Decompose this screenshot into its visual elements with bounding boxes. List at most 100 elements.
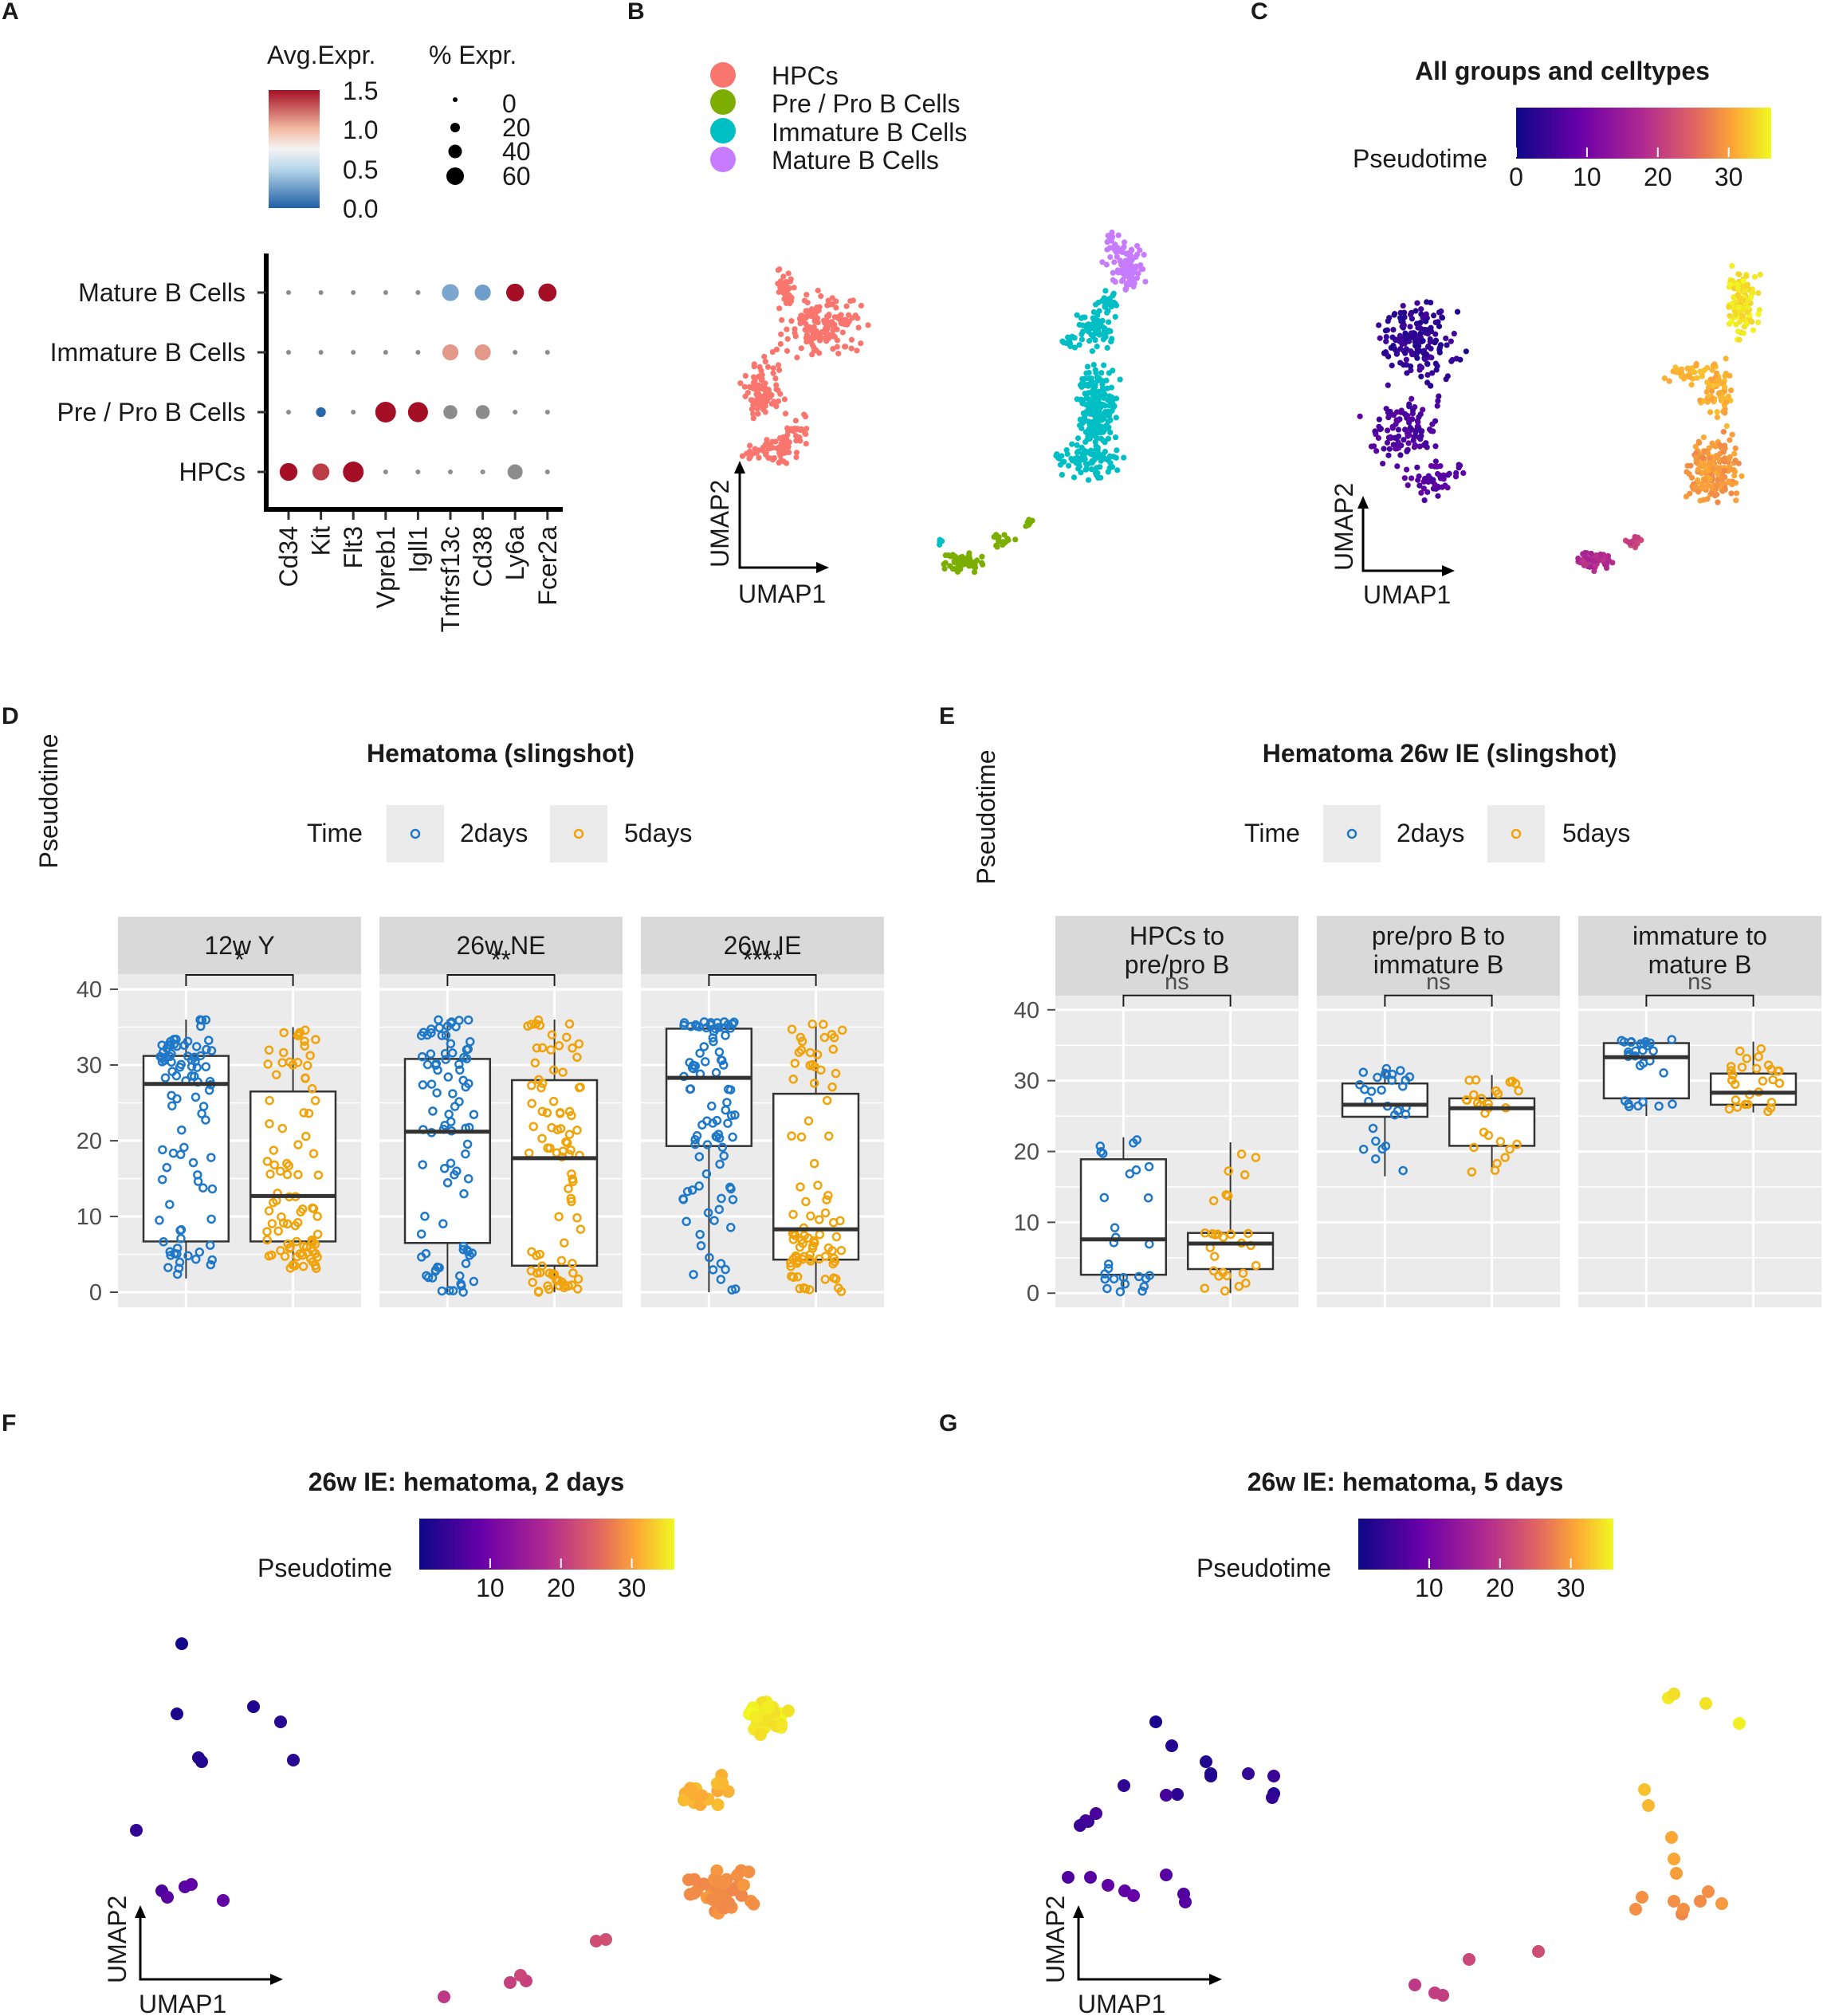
- cell-point: [1744, 305, 1751, 311]
- significance-label: ns: [1687, 969, 1712, 995]
- celltype-label: Pre / Pro B Cells: [57, 398, 246, 426]
- cell-point: [1704, 379, 1711, 386]
- cell-point: [1115, 269, 1122, 276]
- data-point: [573, 1274, 583, 1284]
- cell-point: [775, 267, 781, 273]
- data-point: [1398, 1165, 1408, 1176]
- cell-point: [798, 316, 804, 323]
- data-point: [1654, 1101, 1664, 1111]
- data-point: [311, 1035, 320, 1044]
- cell-point: [1594, 556, 1601, 562]
- cell-point: [794, 354, 800, 361]
- data-point: [441, 1031, 451, 1040]
- celltype-label: HPCs: [179, 458, 246, 486]
- data-point: [805, 1047, 815, 1058]
- y-axis-label: UMAP2: [1330, 483, 1358, 571]
- data-point: [566, 1193, 576, 1204]
- data-point: [1251, 1153, 1261, 1162]
- cell-point: [1670, 368, 1676, 375]
- cell-point: [1114, 467, 1121, 474]
- cell-point: [1409, 426, 1415, 433]
- cell-point: [1665, 1831, 1678, 1844]
- data-point: [1512, 1139, 1522, 1149]
- data-point: [716, 1275, 726, 1284]
- avg-expr-tick: 0.0: [343, 195, 378, 223]
- cell-point: [1737, 296, 1743, 302]
- cell-point: [1668, 1895, 1680, 1908]
- cell-point: [1444, 472, 1451, 478]
- cell-point: [1095, 320, 1102, 327]
- cell-point: [750, 411, 756, 417]
- facet-strip: [379, 917, 623, 974]
- cell-point: [776, 305, 783, 312]
- cell-point: [1089, 459, 1095, 466]
- data-point: [788, 1235, 799, 1244]
- cell-point: [783, 282, 789, 289]
- cell-point: [1267, 1770, 1280, 1782]
- cell-point: [1064, 451, 1071, 458]
- cell-point: [742, 372, 748, 379]
- data-point: [542, 1108, 552, 1118]
- cell-point: [1094, 412, 1100, 419]
- cell-point: [1701, 464, 1707, 470]
- cell-point: [1704, 450, 1711, 456]
- data-point: [572, 1284, 583, 1294]
- data-point: [207, 1255, 217, 1265]
- data-point: [528, 1122, 538, 1131]
- data-point: [710, 1024, 720, 1034]
- cell-point: [1436, 344, 1443, 351]
- cell-point: [826, 301, 832, 308]
- data-point: [543, 1143, 552, 1153]
- data-point: [530, 1058, 540, 1068]
- celltype-label: Immature B Cells: [50, 338, 246, 367]
- data-point: [1624, 1099, 1633, 1109]
- data-point: [172, 1244, 183, 1253]
- cell-point: [514, 1969, 527, 1982]
- data-point: [728, 1132, 737, 1142]
- colorbar-ticks: 10 20 30: [476, 1558, 646, 1602]
- data-point: [204, 1036, 214, 1045]
- colorbar-title: Pseudotime: [257, 1554, 392, 1582]
- cell-point: [996, 538, 1002, 544]
- cell-point: [843, 344, 849, 350]
- data-point: [555, 1107, 565, 1118]
- data-point: [1735, 1046, 1745, 1056]
- cell-point: [1699, 454, 1706, 461]
- cell-point: [1111, 259, 1118, 265]
- data-point: [1754, 1051, 1763, 1062]
- cell-point: [1120, 270, 1126, 277]
- data-point: [278, 1047, 289, 1058]
- cell-point: [1095, 454, 1102, 460]
- data-point: [1145, 1271, 1154, 1280]
- data-point: [1100, 1274, 1110, 1284]
- data-point: [831, 1274, 841, 1284]
- data-point: [527, 1098, 536, 1109]
- cell-point: [1110, 367, 1116, 374]
- legend-key-bg: [387, 805, 444, 863]
- cell-point: [1126, 263, 1133, 269]
- cell-point: [791, 285, 797, 291]
- cell-point: [1088, 466, 1094, 473]
- data-point: [678, 1194, 688, 1204]
- data-point: [445, 1286, 454, 1295]
- cell-point: [1684, 365, 1691, 371]
- cell-point: [781, 1704, 795, 1718]
- data-point: [701, 1169, 712, 1179]
- data-point: [201, 1015, 211, 1025]
- chart-title: 26w IE: hematoma, 5 days: [1247, 1468, 1564, 1496]
- cell-point: [1405, 413, 1411, 419]
- cell-point: [991, 533, 997, 540]
- cell-point: [1424, 361, 1431, 367]
- data-point: [828, 1044, 839, 1055]
- arrowhead: [1073, 1905, 1084, 1918]
- data-point: [1236, 1149, 1247, 1159]
- cell-point: [1722, 372, 1728, 379]
- data-point: [1642, 1041, 1652, 1051]
- cell-point: [1380, 460, 1386, 467]
- cell-point: [1738, 313, 1744, 320]
- cell-point: [677, 1794, 690, 1807]
- cell-point: [996, 534, 1002, 540]
- expression-dot: [279, 462, 298, 481]
- data-point: [682, 1186, 693, 1197]
- cell-point: [726, 1883, 740, 1896]
